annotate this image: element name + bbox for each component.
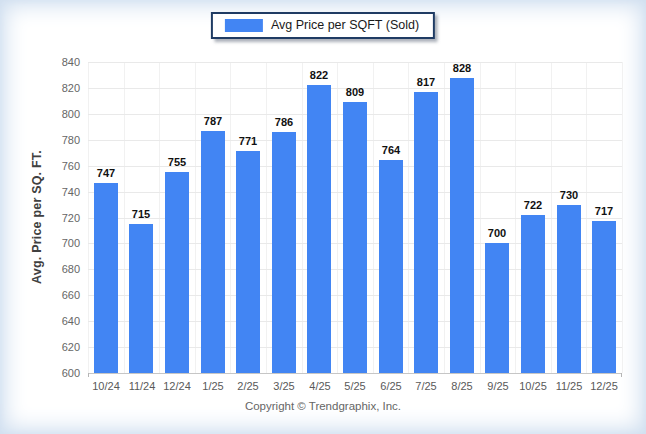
bar <box>343 102 367 373</box>
bar <box>592 221 616 373</box>
copyright-text: Copyright © Trendgraphix, Inc. <box>0 400 646 412</box>
bar-value-label: 817 <box>404 76 448 88</box>
legend-swatch <box>225 19 263 32</box>
bar-value-label: 755 <box>155 156 199 168</box>
bar-value-label: 717 <box>582 205 626 217</box>
y-tick-label: 600 <box>48 367 80 379</box>
legend: Avg Price per SQFT (Sold) <box>211 12 435 39</box>
bar-value-label: 787 <box>191 115 235 127</box>
bar <box>485 243 509 373</box>
axis-tick <box>88 373 89 377</box>
bar <box>379 160 403 373</box>
bar <box>307 85 331 373</box>
bar-value-label: 822 <box>297 69 341 81</box>
gridline <box>88 62 622 63</box>
bar <box>450 78 474 373</box>
axis-tick <box>621 373 622 377</box>
vertical-gridline <box>622 62 623 373</box>
legend-label: Avg Price per SQFT (Sold) <box>271 18 419 32</box>
y-tick-label: 720 <box>48 212 80 224</box>
bar <box>414 92 438 373</box>
bar-value-label: 786 <box>262 116 306 128</box>
y-tick-label: 840 <box>48 56 80 68</box>
y-tick-label: 780 <box>48 134 80 146</box>
y-tick-label: 740 <box>48 186 80 198</box>
bar-value-label: 764 <box>369 144 413 156</box>
bar <box>201 131 225 373</box>
chart-canvas: Avg Price per SQFT (Sold) Avg. Price per… <box>0 0 646 434</box>
bar-value-label: 747 <box>84 167 128 179</box>
y-tick-label: 800 <box>48 108 80 120</box>
y-tick-label: 660 <box>48 289 80 301</box>
y-tick-label: 820 <box>48 82 80 94</box>
bar <box>94 183 118 373</box>
y-axis-title: Avg. Price per SQ. FT. <box>30 150 44 284</box>
y-tick-label: 620 <box>48 341 80 353</box>
bar-value-label: 715 <box>119 208 163 220</box>
y-tick-label: 680 <box>48 263 80 275</box>
bar <box>236 151 260 373</box>
bar <box>272 132 296 373</box>
x-axis-line <box>88 373 622 374</box>
y-tick-label: 700 <box>48 237 80 249</box>
x-tick-label: 12/25 <box>582 380 626 392</box>
bar-value-label: 809 <box>333 86 377 98</box>
bar-value-label: 828 <box>440 62 484 74</box>
bar <box>129 224 153 373</box>
bar <box>165 172 189 373</box>
bar-value-label: 700 <box>475 227 519 239</box>
bar <box>557 205 581 373</box>
bar-value-label: 730 <box>547 189 591 201</box>
plot-area: 6006206406606807007207407607808008208407… <box>88 62 622 373</box>
y-tick-label: 640 <box>48 315 80 327</box>
bar <box>521 215 545 373</box>
bar-value-label: 771 <box>226 135 270 147</box>
y-tick-label: 760 <box>48 160 80 172</box>
